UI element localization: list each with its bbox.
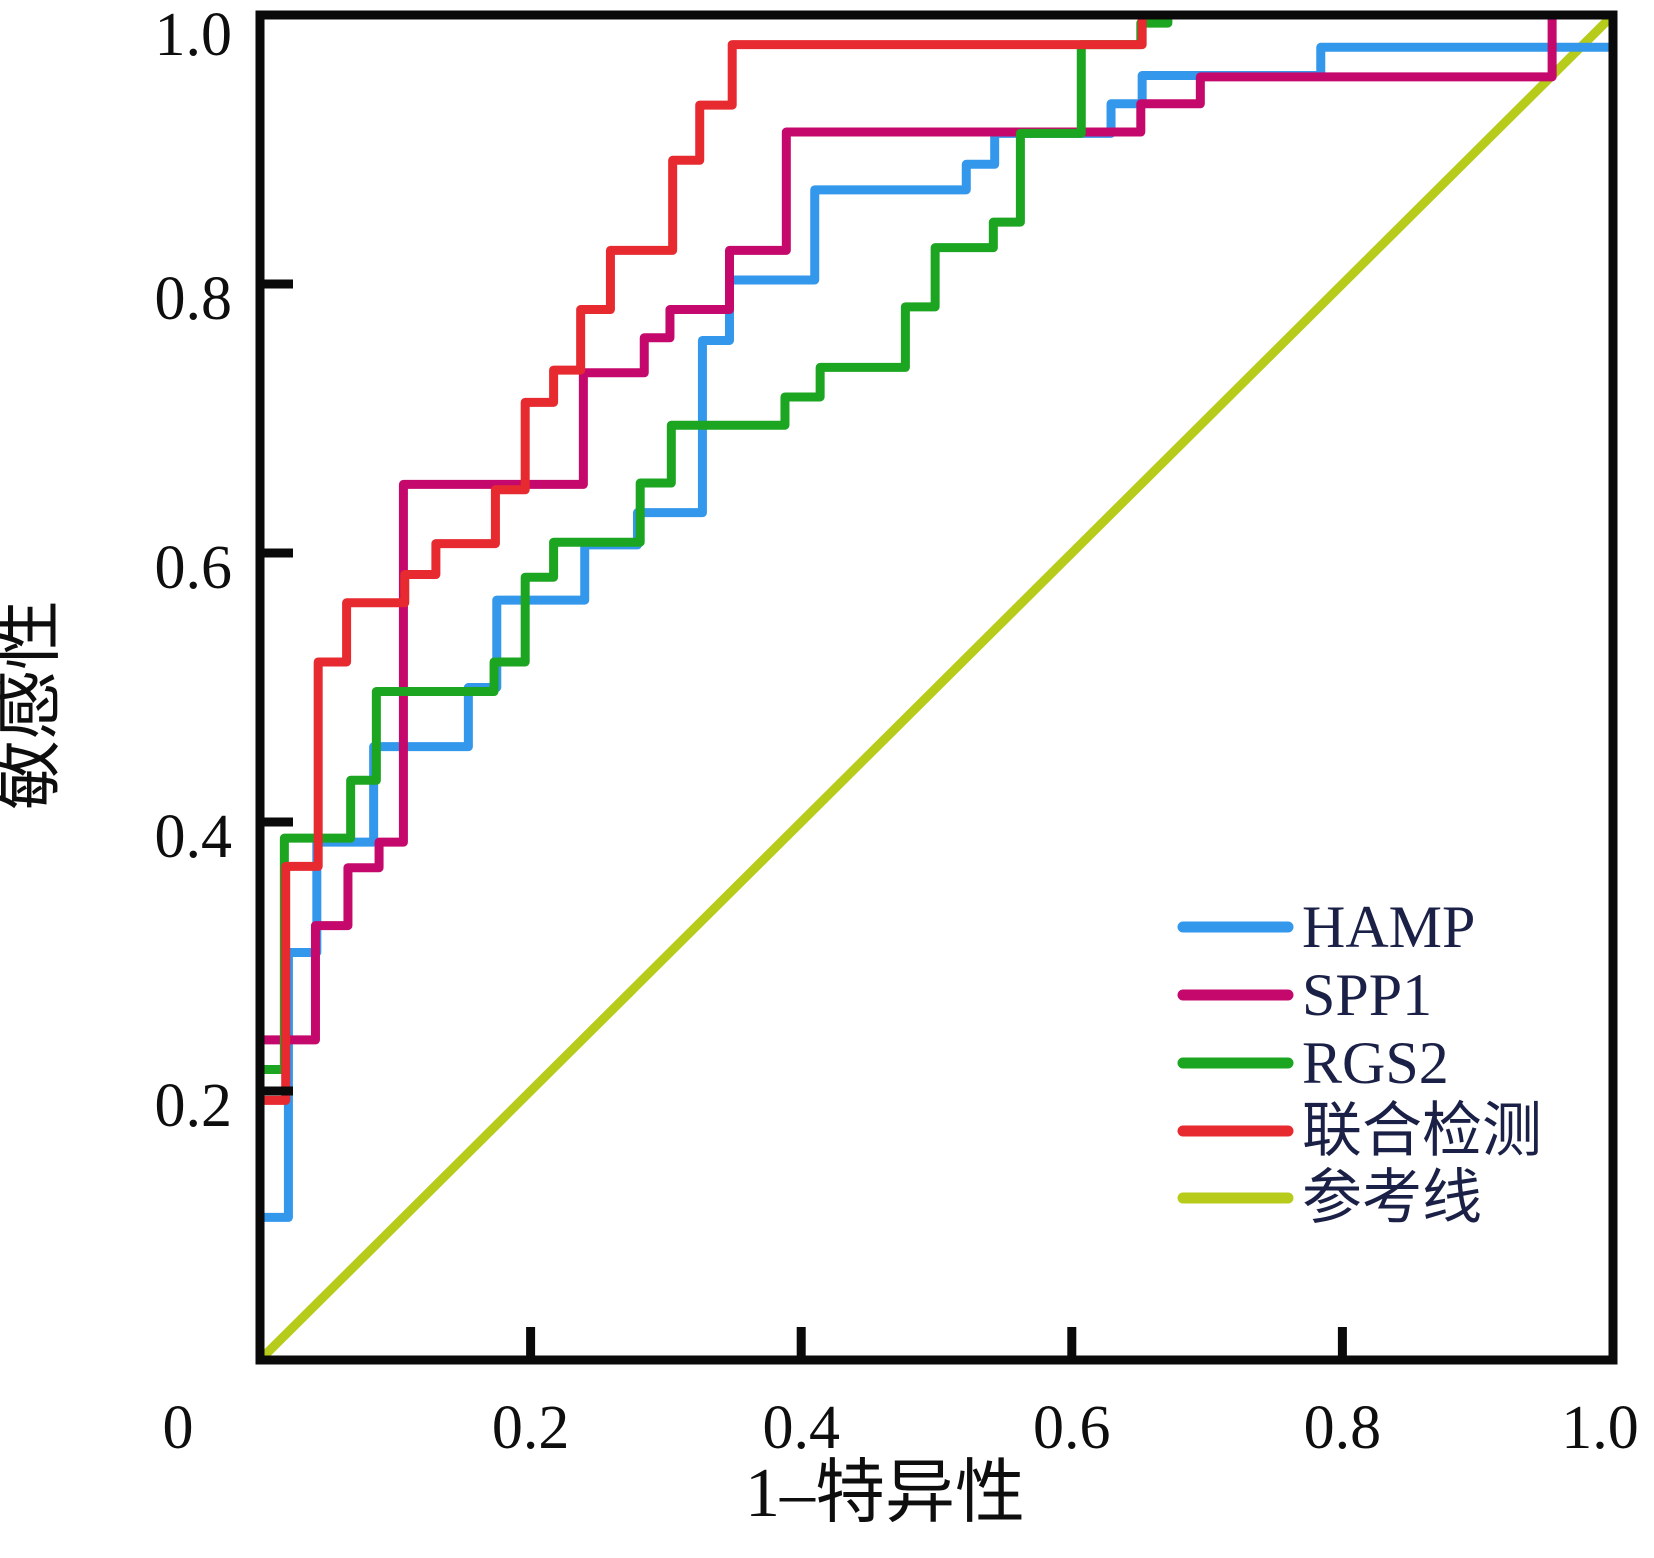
x-tick-label-0: 0 bbox=[163, 1394, 194, 1462]
roc-curve-SPP1 bbox=[255, 10, 1613, 1360]
roc-curve-联合检测 bbox=[255, 10, 1613, 1360]
x-tick-label-0.8: 0.8 bbox=[1304, 1394, 1382, 1462]
y-tick-label-1.0: 1.0 bbox=[155, 1, 233, 69]
x-tick-label-0.4: 0.4 bbox=[762, 1394, 840, 1462]
tick-marks bbox=[260, 279, 1347, 1360]
y-tick-label-0.6: 0.6 bbox=[155, 534, 233, 602]
legend-item-HAMP: HAMP bbox=[1177, 894, 1475, 960]
y-tick-label-0.4: 0.4 bbox=[155, 803, 233, 871]
legend-item-RGS2: RGS2 bbox=[1177, 1030, 1449, 1096]
tick-labels: 0 0.2 0.4 0.6 0.8 1.0 0.2 0.4 0.6 0.8 1.0 bbox=[155, 1, 1639, 1462]
legend-label-RGS2: RGS2 bbox=[1302, 1030, 1449, 1096]
reference-line bbox=[256, 11, 1617, 1364]
legend-label-联合检测: 联合检测 bbox=[1302, 1098, 1542, 1164]
legend-item-参考线: 参考线 bbox=[1177, 1165, 1482, 1231]
y-axis-title: 敏感性 bbox=[0, 600, 68, 810]
y-tick-label-0.8: 0.8 bbox=[155, 265, 233, 333]
x-axis-title: 1–特异性 bbox=[745, 1455, 1025, 1532]
roc-curve-RGS2 bbox=[255, 10, 1613, 1360]
plot-frame bbox=[255, 10, 1618, 1365]
legend-item-联合检测: 联合检测 bbox=[1177, 1098, 1542, 1164]
reference-line-layer bbox=[256, 11, 1617, 1364]
axes-layer: 0 0.2 0.4 0.6 0.8 1.0 0.2 0.4 0.6 0.8 1.0 bbox=[155, 1, 1639, 1462]
legend-label-SPP1: SPP1 bbox=[1302, 962, 1432, 1028]
x-tick-label-0.6: 0.6 bbox=[1033, 1394, 1111, 1462]
curves-layer bbox=[255, 10, 1618, 1360]
legend-item-SPP1: SPP1 bbox=[1177, 962, 1432, 1028]
legend-label-参考线: 参考线 bbox=[1302, 1165, 1482, 1231]
x-tick-label-0.2: 0.2 bbox=[492, 1394, 570, 1462]
y-tick-label-0.2: 0.2 bbox=[155, 1072, 233, 1140]
x-tick-label-1.0: 1.0 bbox=[1561, 1394, 1639, 1462]
legend-label-HAMP: HAMP bbox=[1302, 894, 1475, 960]
